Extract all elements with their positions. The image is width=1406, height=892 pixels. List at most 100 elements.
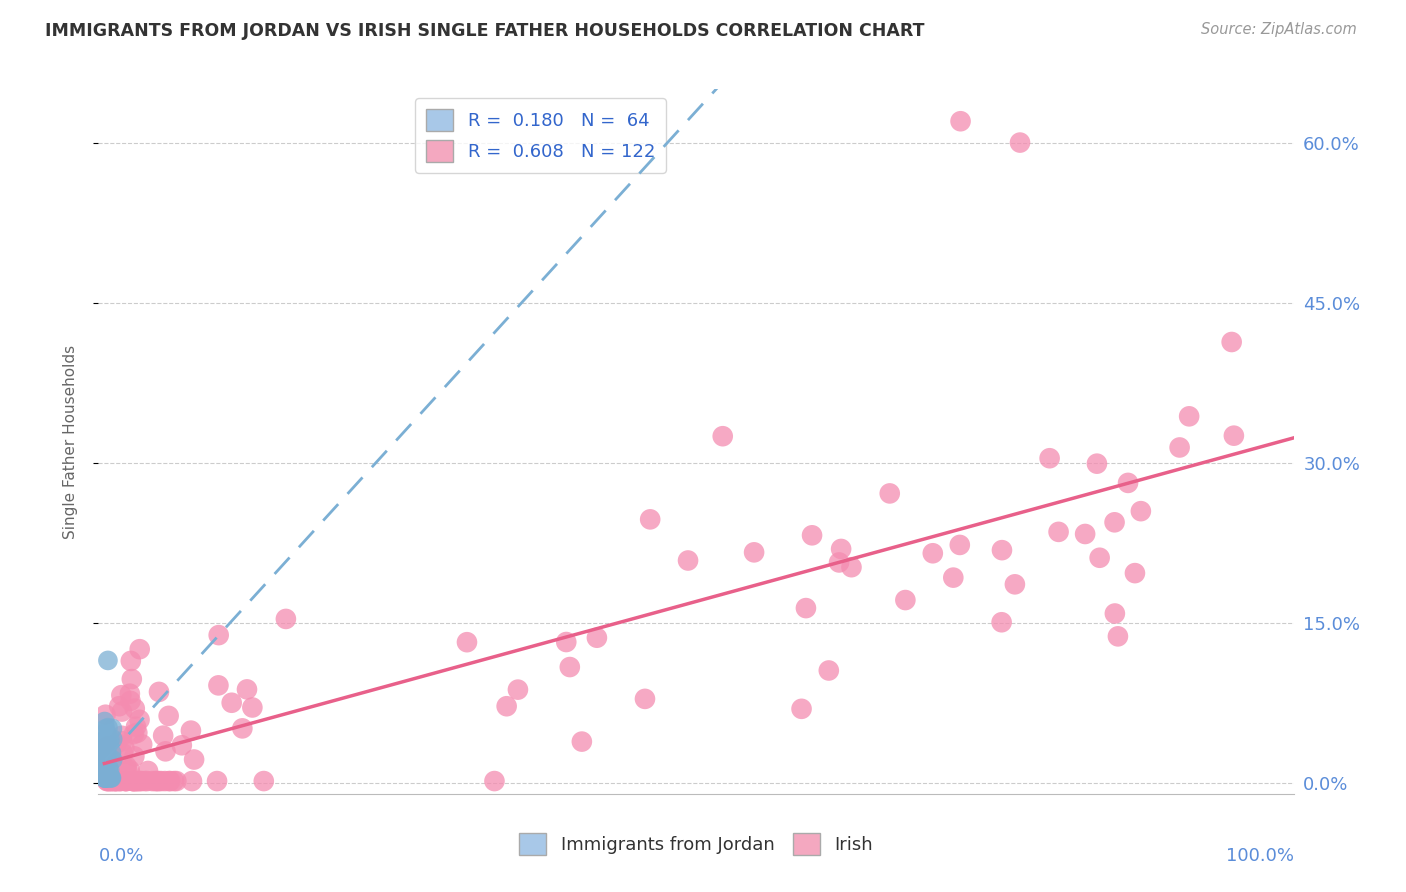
Point bbox=[96, 752, 118, 766]
Point bbox=[100, 771, 122, 785]
Legend: Immigrants from Jordan, Irish: Immigrants from Jordan, Irish bbox=[512, 826, 880, 863]
Point bbox=[1178, 409, 1201, 424]
Text: 0.0%: 0.0% bbox=[98, 847, 143, 864]
Point bbox=[949, 538, 972, 552]
Point bbox=[555, 635, 578, 649]
Point bbox=[115, 759, 138, 773]
Point bbox=[94, 741, 117, 756]
Point bbox=[96, 747, 118, 761]
Point bbox=[101, 753, 124, 767]
Point bbox=[96, 748, 118, 763]
Point bbox=[94, 746, 117, 760]
Point bbox=[121, 672, 143, 686]
Text: Source: ZipAtlas.com: Source: ZipAtlas.com bbox=[1201, 22, 1357, 37]
Point bbox=[1004, 577, 1026, 591]
Point bbox=[97, 774, 120, 789]
Point bbox=[96, 763, 118, 777]
Point bbox=[97, 765, 120, 780]
Point bbox=[94, 771, 117, 785]
Point bbox=[94, 756, 117, 770]
Point bbox=[110, 774, 132, 789]
Point bbox=[1220, 334, 1243, 349]
Point bbox=[1088, 550, 1111, 565]
Point bbox=[101, 722, 124, 736]
Point bbox=[100, 771, 122, 785]
Point bbox=[120, 694, 142, 708]
Point bbox=[148, 685, 170, 699]
Point bbox=[97, 771, 120, 785]
Point bbox=[1085, 457, 1108, 471]
Point bbox=[97, 750, 120, 764]
Point bbox=[93, 768, 115, 782]
Point bbox=[96, 774, 118, 789]
Point bbox=[98, 774, 121, 789]
Point bbox=[93, 747, 115, 762]
Point bbox=[990, 615, 1012, 630]
Point bbox=[96, 761, 118, 775]
Point bbox=[120, 654, 142, 668]
Point bbox=[93, 714, 115, 729]
Point bbox=[105, 736, 128, 750]
Point bbox=[146, 774, 169, 789]
Point bbox=[148, 774, 170, 789]
Point bbox=[183, 752, 205, 766]
Point bbox=[205, 774, 228, 789]
Point bbox=[253, 774, 276, 789]
Point bbox=[163, 774, 186, 789]
Point bbox=[93, 732, 115, 747]
Point bbox=[111, 747, 134, 761]
Point bbox=[94, 763, 117, 777]
Point bbox=[94, 747, 117, 762]
Point bbox=[129, 774, 152, 789]
Point bbox=[790, 702, 813, 716]
Point bbox=[103, 774, 125, 789]
Point bbox=[93, 765, 115, 780]
Point bbox=[93, 753, 115, 767]
Point bbox=[94, 743, 117, 757]
Point bbox=[100, 774, 122, 789]
Point bbox=[94, 737, 117, 751]
Point bbox=[96, 771, 118, 785]
Point bbox=[111, 734, 134, 748]
Point bbox=[236, 682, 259, 697]
Point bbox=[108, 699, 131, 714]
Point bbox=[97, 759, 120, 773]
Point bbox=[1123, 566, 1146, 581]
Point bbox=[817, 664, 839, 678]
Point bbox=[96, 734, 118, 748]
Point bbox=[93, 759, 115, 773]
Point bbox=[111, 705, 134, 719]
Point bbox=[94, 707, 117, 722]
Point bbox=[114, 774, 136, 789]
Point bbox=[93, 758, 115, 772]
Point bbox=[1074, 527, 1097, 541]
Point bbox=[94, 747, 117, 761]
Point bbox=[94, 762, 117, 776]
Point bbox=[150, 774, 173, 789]
Point bbox=[94, 756, 117, 770]
Point bbox=[676, 553, 699, 567]
Point bbox=[1039, 451, 1062, 466]
Point bbox=[96, 761, 118, 775]
Point bbox=[97, 653, 120, 667]
Point bbox=[921, 546, 943, 560]
Point bbox=[638, 512, 661, 526]
Point bbox=[136, 764, 159, 778]
Point bbox=[181, 774, 204, 789]
Point bbox=[127, 774, 149, 789]
Point bbox=[207, 678, 229, 692]
Y-axis label: Single Father Households: Single Father Households bbox=[63, 344, 77, 539]
Point bbox=[108, 774, 131, 789]
Point bbox=[274, 612, 297, 626]
Point bbox=[1129, 504, 1152, 518]
Point bbox=[131, 738, 153, 752]
Point bbox=[506, 682, 529, 697]
Point bbox=[100, 774, 122, 789]
Point bbox=[240, 700, 263, 714]
Point bbox=[153, 774, 176, 789]
Point bbox=[94, 771, 117, 785]
Point bbox=[152, 729, 174, 743]
Point bbox=[97, 764, 120, 778]
Point bbox=[879, 486, 901, 500]
Point bbox=[794, 601, 817, 615]
